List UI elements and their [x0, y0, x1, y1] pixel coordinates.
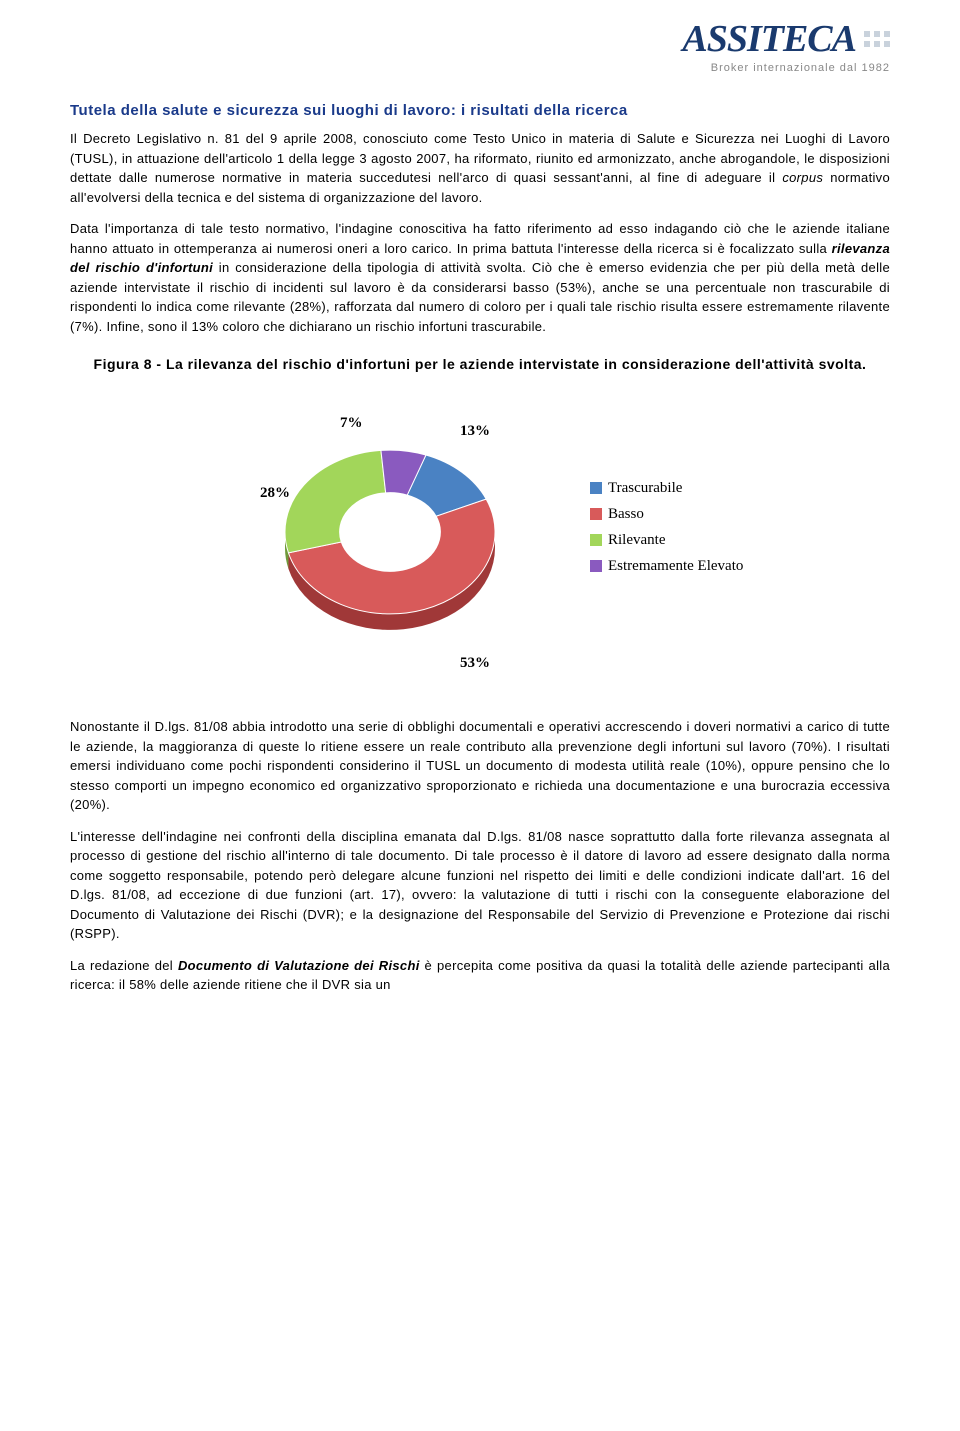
- chart-pct-label: 7%: [340, 415, 363, 431]
- legend-label: Estremamente Elevato: [608, 558, 743, 574]
- logo-dots-icon: [864, 31, 890, 47]
- legend-swatch: [590, 482, 602, 494]
- figure-caption: Figura 8 - La rilevanza del rischio d'in…: [70, 354, 890, 375]
- section-heading: Tutela della salute e sicurezza sui luog…: [70, 102, 890, 119]
- logo-text: ASSITECA: [682, 20, 890, 58]
- paragraph-2: Data l'importanza di tale testo normativ…: [70, 219, 890, 336]
- logo-tagline: Broker internazionale dal 1982: [682, 62, 890, 74]
- legend-label: Rilevante: [608, 532, 666, 548]
- chart-pct-label: 53%: [460, 655, 490, 671]
- p5-bold: Documento di Valutazione dei Rischi: [178, 958, 420, 973]
- p5-a: La redazione del: [70, 958, 178, 973]
- paragraph-5: La redazione del Documento di Valutazion…: [70, 956, 890, 995]
- legend-swatch: [590, 534, 602, 546]
- legend-swatch: [590, 508, 602, 520]
- p1-lead: Il Decreto Legislativo n. 81 del 9 april…: [70, 131, 890, 185]
- legend-label: Trascurabile: [608, 480, 683, 496]
- paragraph-3: Nonostante il D.lgs. 81/08 abbia introdo…: [70, 717, 890, 815]
- logo-word: ASSITECA: [682, 20, 856, 58]
- chart-pct-label: 28%: [260, 485, 290, 501]
- legend-label: Basso: [608, 506, 644, 522]
- donut-chart-container: 13% 53% 28% 7% Trascurabile Basso Rilevante Est…: [70, 387, 890, 687]
- donut-chart: 13% 53% 28% 7% Trascurabile Basso Rilevante Est…: [200, 387, 760, 687]
- logo-inner: ASSITECA Broker internazionale dal 1982: [682, 20, 890, 74]
- p2-a: Data l'importanza di tale testo normativ…: [70, 221, 890, 256]
- paragraph-1: Il Decreto Legislativo n. 81 del 9 april…: [70, 129, 890, 207]
- legend-swatch: [590, 560, 602, 572]
- header-logo-block: ASSITECA Broker internazionale dal 1982: [70, 20, 890, 74]
- paragraph-4: L'interesse dell'indagine nei confronti …: [70, 827, 890, 944]
- p1-em: corpus: [782, 170, 823, 185]
- chart-pct-label: 13%: [460, 423, 490, 439]
